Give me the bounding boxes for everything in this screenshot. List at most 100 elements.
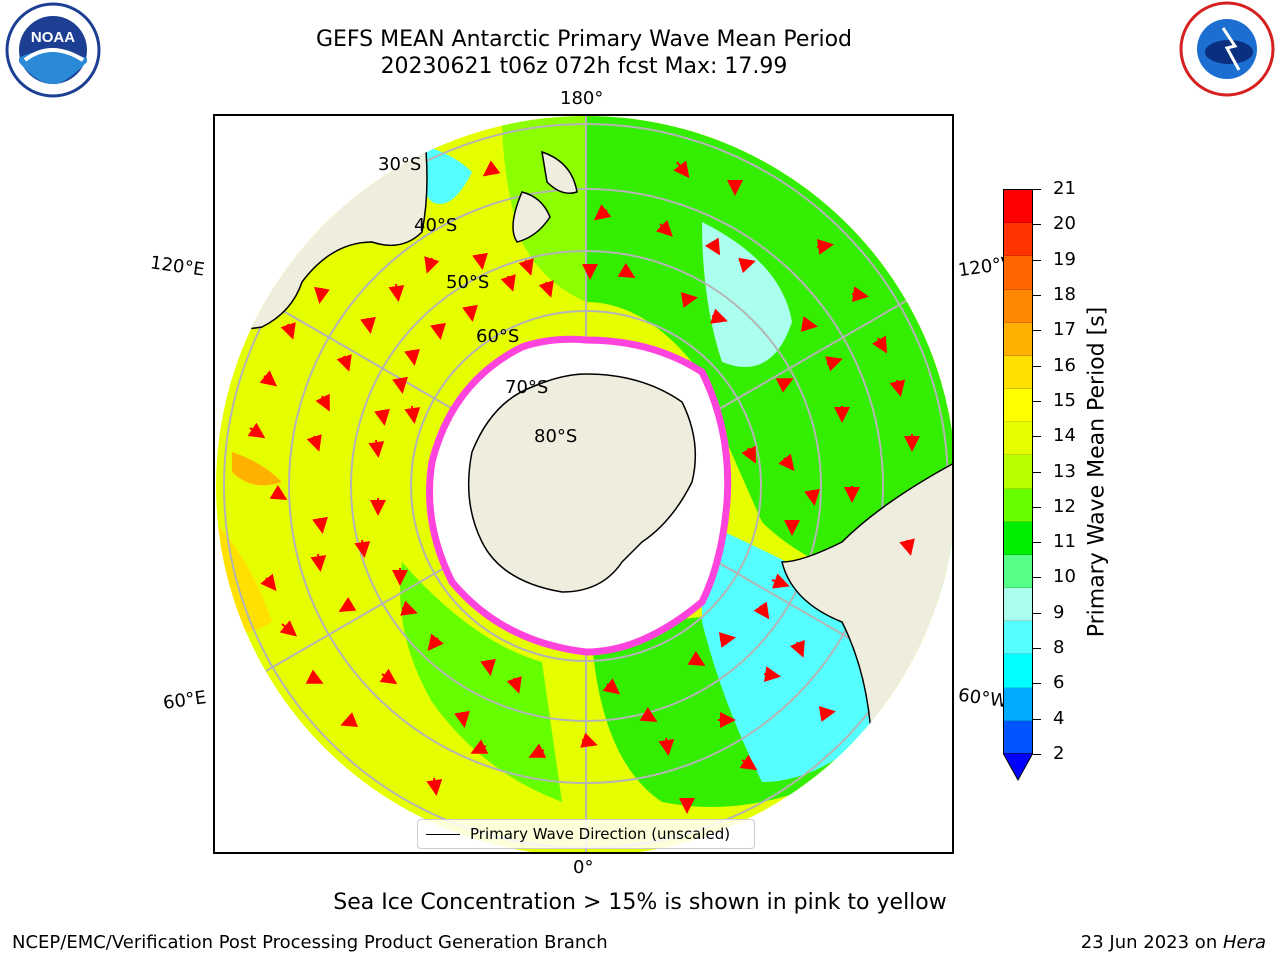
wave-arrow	[312, 516, 328, 534]
wave-arrow	[704, 237, 721, 256]
colorbar-segment	[1004, 621, 1032, 655]
lon-label-60w: 60°W	[956, 684, 1009, 713]
footer-date: 23 Jun 2023 on Hera	[1081, 932, 1266, 953]
nws-logo	[1177, 0, 1277, 98]
colorbar-tick	[1033, 224, 1041, 226]
colorbar-tick-label: 15	[1053, 389, 1076, 411]
wave-arrow	[658, 737, 675, 756]
colorbar-tick-label: 8	[1053, 637, 1065, 659]
colorbar-tick-label: 9	[1053, 601, 1065, 623]
antarctica	[467, 373, 697, 593]
colorbar-tick	[1033, 259, 1041, 261]
wave-arrow	[602, 678, 621, 695]
wave-arrow	[790, 639, 805, 658]
map-panel: 30°S 40°S 50°S 60°S 70°S 80°S	[213, 114, 954, 854]
colorbar-tick	[1033, 294, 1041, 296]
wave-arrow	[426, 777, 443, 796]
colorbar-segment	[1004, 256, 1032, 290]
colorbar-segment	[1004, 223, 1032, 257]
wave-arrow	[753, 601, 770, 620]
colorbar-tick-label: 10	[1053, 566, 1076, 588]
colorbar-tick	[1033, 718, 1041, 720]
wave-arrow	[340, 712, 359, 727]
colorbar-tick-label: 20	[1053, 213, 1076, 235]
wave-arrow	[480, 658, 496, 676]
wave-arrow	[800, 316, 818, 332]
wave-arrow	[738, 257, 756, 274]
wave-arrow	[306, 434, 322, 452]
colorbar-tick	[1033, 683, 1041, 685]
colorbar-tick	[1033, 436, 1041, 438]
colorbar-tick-label: 16	[1053, 354, 1076, 376]
colorbar-tick-label: 6	[1053, 672, 1065, 694]
wave-arrow	[472, 252, 488, 270]
colorbar-tick	[1033, 471, 1041, 473]
lat-label-40s: 40°S	[414, 215, 457, 236]
colorbar-tick-label: 2	[1053, 743, 1065, 764]
map-subtitle: 20230621 t06z 072h fcst Max: 17.99	[380, 54, 788, 79]
legend-box: Primary Wave Direction (unscaled)	[417, 819, 755, 849]
wave-arrow	[392, 376, 408, 394]
colorbar-segment	[1004, 521, 1032, 555]
lat-label-80s: 80°S	[534, 426, 577, 447]
lat-label-60s: 60°S	[476, 326, 519, 347]
colorbar-tick-label: 13	[1053, 460, 1076, 482]
wave-arrow	[816, 238, 834, 255]
footer-branch: NCEP/EMC/Verification Post Processing Pr…	[12, 932, 608, 953]
wave-arrow	[655, 219, 673, 237]
colorbar-segment	[1004, 554, 1032, 589]
wave-arrow	[482, 160, 501, 177]
wave-arrow	[889, 379, 906, 397]
wave-arrow	[360, 316, 376, 334]
wave-arrow	[538, 280, 554, 298]
colorbar-tick-label: 11	[1053, 531, 1076, 553]
wave-arrow	[804, 488, 820, 506]
wave-arrow	[741, 445, 756, 464]
wave-arrow	[470, 739, 489, 754]
colorbar-segment	[1004, 389, 1032, 423]
wave-arrow	[315, 393, 330, 412]
wave-arrow	[687, 650, 706, 667]
legend-line-icon	[426, 833, 460, 835]
wave-arrow	[778, 453, 795, 472]
footer-date-text: 23 Jun 2023 on	[1080, 932, 1223, 953]
colorbar-segment	[1004, 588, 1032, 622]
wave-arrow	[388, 283, 405, 302]
wave-arrow	[379, 668, 398, 685]
svg-text:NOAA: NOAA	[31, 29, 75, 46]
wave-arrow	[354, 539, 371, 558]
wave-arrow	[718, 632, 736, 648]
lat-label-30s: 30°S	[378, 154, 421, 175]
colorbar-segment	[1004, 355, 1032, 390]
wave-arrow	[259, 370, 278, 387]
colorbar-tick	[1033, 577, 1041, 579]
colorbar-segment	[1004, 289, 1032, 323]
colorbar-extend-triangle	[1003, 753, 1033, 781]
colorbar-tick-label: 21	[1053, 178, 1076, 199]
new-zealand	[512, 150, 578, 243]
wave-arrow	[673, 160, 690, 179]
wave-arrow	[427, 633, 444, 652]
cyan-pacific-patch	[702, 222, 792, 367]
colorbar-segment	[1004, 322, 1032, 356]
footer-machine: Hera	[1222, 932, 1266, 953]
colorbar-tick	[1033, 400, 1041, 402]
legend-label: Primary Wave Direction (unscaled)	[470, 825, 731, 843]
colorbar-tick-label: 17	[1053, 319, 1076, 341]
wave-arrow	[763, 666, 781, 683]
wave-arrow	[454, 710, 470, 728]
wave-arrow	[528, 743, 547, 758]
colorbar-tick	[1033, 365, 1041, 367]
colorbar-tick	[1033, 612, 1041, 614]
wave-arrow	[338, 596, 357, 613]
wave-arrow	[424, 256, 440, 274]
colorbar-segment	[1004, 190, 1032, 224]
colorbar-segment	[1004, 720, 1032, 753]
colorbar-tick-label: 12	[1053, 495, 1076, 517]
wave-arrow	[314, 286, 330, 304]
colorbar-tick-label: 19	[1053, 248, 1076, 270]
colorbar-tick-label: 4	[1053, 707, 1065, 729]
wave-arrow	[739, 754, 758, 771]
wave-arrow	[310, 553, 327, 572]
wave-arrow	[851, 286, 869, 303]
